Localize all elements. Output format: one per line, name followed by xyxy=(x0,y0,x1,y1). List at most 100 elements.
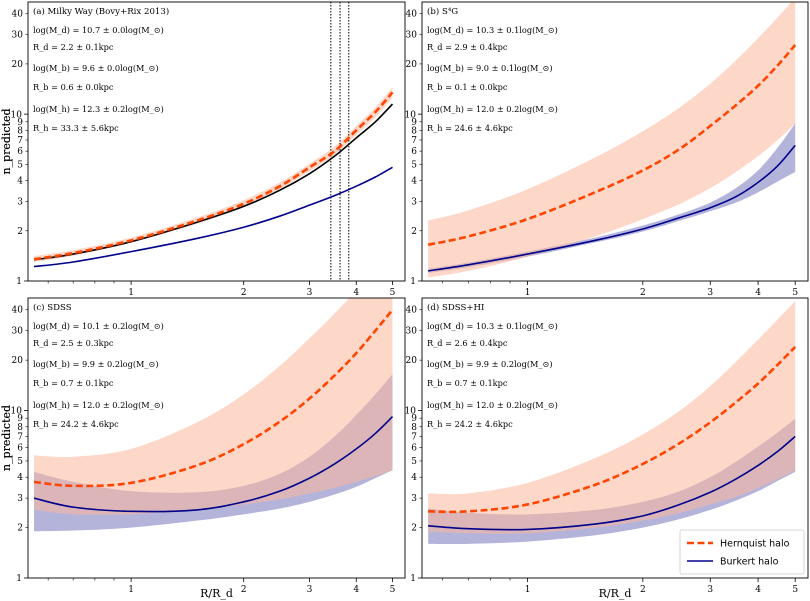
axes-frame-d xyxy=(421,297,809,579)
panel-title: (c) SDSS xyxy=(33,302,72,313)
x-tick-label: 4 xyxy=(353,288,359,298)
parameter-annotation: log(M_d) = 10.3 ± 0.1log(M_⊙) xyxy=(427,321,558,331)
model-curve-a xyxy=(33,103,394,261)
y-minor-tick-label: 4 xyxy=(17,473,23,483)
y-minor-tick-label: 5 xyxy=(411,160,417,170)
y-tick-label: 10 xyxy=(405,407,417,417)
x-axis-label: R/R_d xyxy=(200,587,233,600)
legend-box xyxy=(679,529,805,575)
parameter-annotation: R_d = 2.5 ± 0.3kpc xyxy=(33,338,114,348)
x-axis-label: R/R_d xyxy=(599,587,632,600)
legend-hernquist-label: Hernquist halo xyxy=(720,539,790,550)
y-tick-label: 10 xyxy=(11,407,23,417)
y-minor-tick-label: 5 xyxy=(17,160,23,170)
y-minor-tick-label: 4 xyxy=(17,177,23,187)
y-tick-label: 1 xyxy=(410,574,416,584)
burkert-uncertainty-band-b xyxy=(428,123,796,273)
y-minor-tick-label: 3 xyxy=(411,494,417,504)
y-axis-label: n_predicted xyxy=(0,405,13,471)
y-minor-tick-label: 8 xyxy=(411,423,417,433)
y-minor-tick-label: 9 xyxy=(411,118,417,128)
x-tick-label: 3 xyxy=(707,585,713,595)
burkert-curve-d xyxy=(428,435,796,531)
parameter-annotation: R_d = 2.2 ± 0.1kpc xyxy=(33,42,114,52)
y-axis-label: n_predicted xyxy=(0,108,13,174)
plot-area-a xyxy=(33,2,394,281)
panel-title: (a) Milky Way (Bovy+Rix 2013) xyxy=(33,6,169,17)
y-tick-label: 1 xyxy=(16,277,22,287)
parameter-annotation: log(M_h) = 12.0 ± 0.2log(M_⊙) xyxy=(33,400,164,410)
y-minor-tick-label: 2 xyxy=(411,524,417,534)
parameter-annotation: log(M_b) = 9.9 ± 0.2log(M_⊙) xyxy=(427,359,553,369)
hernquist-curve-a xyxy=(33,91,394,261)
y-minor-tick-label: 30 xyxy=(406,31,418,41)
x-tick-label: 4 xyxy=(755,288,761,298)
y-minor-tick-label: 8 xyxy=(411,126,417,136)
y-minor-tick-label: 6 xyxy=(411,147,417,157)
parameter-annotation: R_h = 33.3 ± 5.6kpc xyxy=(33,123,119,133)
hernquist-uncertainty-band-c xyxy=(34,298,393,515)
x-tick-label: 1 xyxy=(525,288,531,298)
burkert-curve-b xyxy=(428,144,796,272)
x-tick-label: 3 xyxy=(307,288,313,298)
x-tick-label: 1 xyxy=(128,585,134,595)
x-tick-label: 2 xyxy=(640,585,646,595)
x-tick-label: 2 xyxy=(241,288,247,298)
x-tick-label: 3 xyxy=(707,288,713,298)
y-minor-tick-label: 40 xyxy=(12,10,24,20)
parameter-annotation: log(M_b) = 9.0 ± 0.1log(M_⊙) xyxy=(427,63,553,73)
parameter-annotation: log(M_d) = 10.1 ± 0.2log(M_⊙) xyxy=(33,321,164,331)
y-minor-tick-label: 2 xyxy=(17,227,23,237)
parameter-annotation: log(M_h) = 12.0 ± 0.2log(M_⊙) xyxy=(427,400,558,410)
x-tick-label: 1 xyxy=(128,288,134,298)
y-minor-tick-label: 9 xyxy=(17,118,23,128)
x-tick-label: 2 xyxy=(241,585,247,595)
y-minor-tick-label: 5 xyxy=(411,457,417,467)
y-minor-tick-label: 2 xyxy=(411,227,417,237)
y-minor-tick-label: 20 xyxy=(12,356,24,366)
parameter-annotation: R_h = 24.2 ± 4.6kpc xyxy=(33,419,119,429)
parameter-annotation: R_b = 0.1 ± 0.0kpc xyxy=(427,82,508,92)
hernquist-curve-b xyxy=(427,44,797,246)
y-minor-tick-label: 30 xyxy=(12,327,24,337)
y-minor-tick-label: 5 xyxy=(17,457,23,467)
y-minor-tick-label: 3 xyxy=(17,494,23,504)
hernquist-curve-d xyxy=(428,345,797,514)
parameter-annotation: log(M_d) = 10.7 ± 0.0log(M_⊙) xyxy=(33,25,164,35)
axes-frame-b xyxy=(421,1,809,282)
y-minor-tick-label: 4 xyxy=(411,473,417,483)
y-minor-tick-label: 40 xyxy=(12,306,24,316)
x-tick-label: 1 xyxy=(525,585,531,595)
y-minor-tick-label: 6 xyxy=(17,147,23,157)
x-tick-label: 2 xyxy=(640,288,646,298)
parameter-annotation: R_b = 0.7 ± 0.1kpc xyxy=(33,378,114,388)
y-minor-tick-label: 3 xyxy=(17,197,23,207)
y-minor-tick-label: 7 xyxy=(411,432,417,442)
panel-c: 1 2 3 4 5 1 10 2 3 4 5 6 789 20 30 40 (c) SDSS log(M_d) =… xyxy=(0,297,406,595)
y-axis-label: n_predicted xyxy=(0,108,13,174)
x-tick-label: 4 xyxy=(755,585,761,595)
y-minor-tick-label: 6 xyxy=(411,444,417,454)
hernquist-uncertainty-band-d xyxy=(428,301,796,534)
panel-title: (d) SDSS+HI xyxy=(427,302,484,313)
panel-title: (b) S⁴G xyxy=(427,6,458,17)
parameter-annotation: log(M_d) = 10.3 ± 0.1log(M_⊙) xyxy=(427,25,558,35)
y-minor-tick-label: 6 xyxy=(17,444,23,454)
y-minor-tick-label: 9 xyxy=(17,414,23,424)
hernquist-uncertainty-band-b xyxy=(428,2,796,278)
y-axis-label: n_predicted xyxy=(0,405,13,471)
y-minor-tick-label: 4 xyxy=(411,177,417,187)
y-minor-tick-label: 20 xyxy=(12,60,24,70)
parameter-annotation: R_h = 24.6 ± 4.6kpc xyxy=(427,123,513,133)
parameter-annotation: log(M_h) = 12.3 ± 0.2log(M_⊙) xyxy=(33,104,164,114)
parameter-annotation: R_d = 2.6 ± 0.4kpc xyxy=(427,338,508,348)
panel-d: 1 2 3 4 5 1 10 2 3 4 5 6 78 9 20 30 40 (d) SDSS+HI log(M_d… xyxy=(0,297,809,595)
parameter-annotation: R_b = 0.6 ± 0.0kpc xyxy=(33,82,114,92)
y-minor-tick-label: 8 xyxy=(17,126,23,136)
y-minor-tick-label: 40 xyxy=(406,10,418,20)
x-tick-label: 5 xyxy=(792,585,798,595)
y-minor-tick-label: 40 xyxy=(406,306,418,316)
